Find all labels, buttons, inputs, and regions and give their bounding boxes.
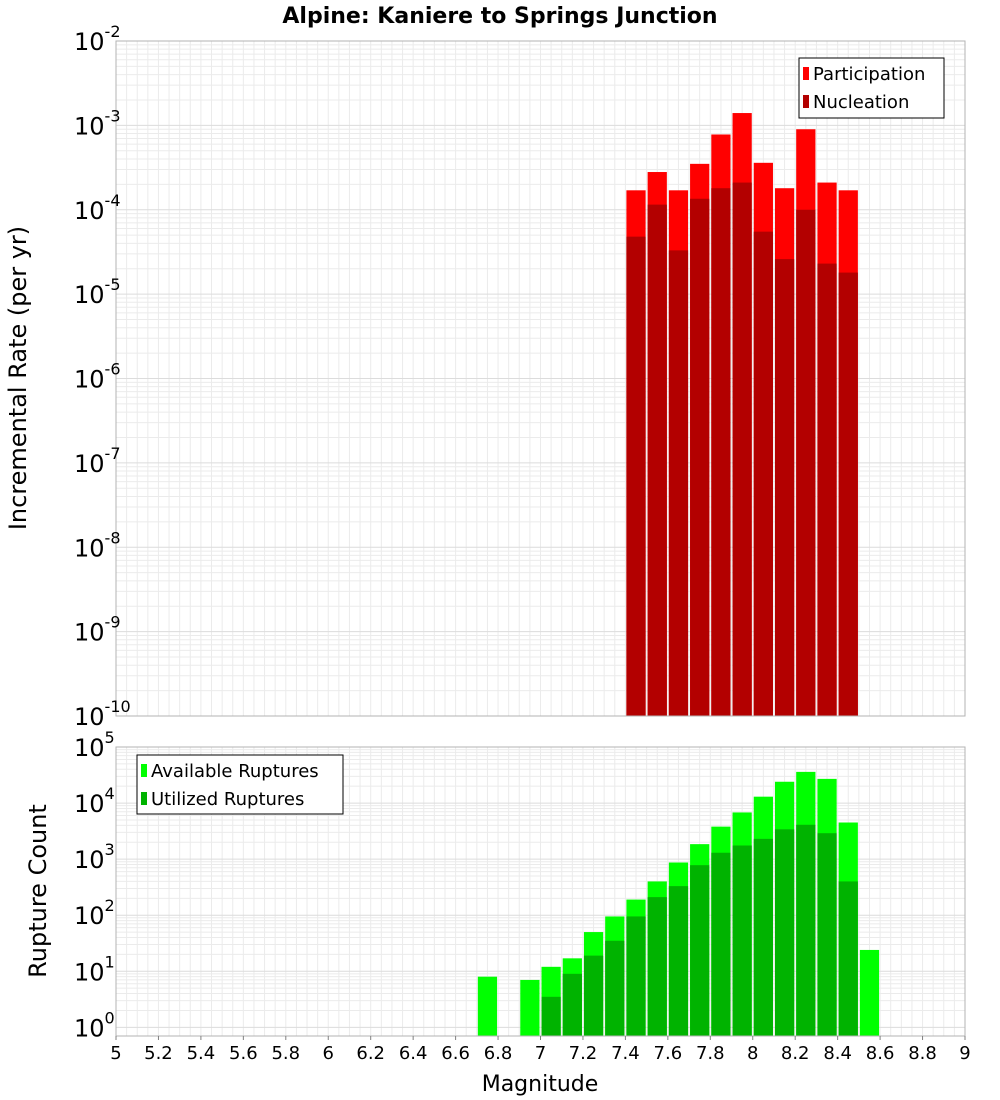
x-tick-label: 8.4	[823, 1043, 852, 1064]
bar-utilized-ruptures-1	[562, 973, 582, 1036]
bar-available-ruptures-1	[520, 979, 540, 1036]
y-tick-label: 105	[74, 728, 115, 762]
legend-swatch	[803, 95, 809, 108]
bar-nucleation-7	[774, 259, 795, 716]
x-tick-labels: 5 5.2 5.4 5.6 5.8 6 6.2 6.4 6.6 6.8 7 7.2 7.4 7.6 7.8 8…	[110, 1036, 971, 1064]
x-tick-label: 8.8	[908, 1043, 937, 1064]
bars	[477, 771, 880, 1036]
y-tick-labels: 10-10 10-9 10-8 10-7 10-6 10-5 10-4 10-3 10-2	[74, 22, 131, 731]
x-tick-label: 5.4	[187, 1043, 216, 1064]
x-tick-label: 9	[959, 1043, 970, 1064]
bar-available-ruptures-0	[477, 976, 498, 1036]
x-tick-label: 6.6	[441, 1043, 470, 1064]
legend-label: Utilized Ruptures	[151, 789, 304, 810]
legend: Participation Nucleation	[798, 57, 945, 119]
legend-swatch	[803, 67, 809, 80]
x-tick-label: 7.4	[611, 1043, 640, 1064]
rate-y-axis-label: Incremental Rate (per yr)	[4, 226, 32, 530]
y-tick-label: 103	[74, 840, 115, 874]
x-tick-label: 7	[535, 1043, 546, 1064]
y-tick-label: 10-10	[74, 697, 131, 731]
y-tick-label: 10-2	[74, 22, 121, 56]
bar-utilized-ruptures-0	[541, 996, 561, 1036]
y-tick-label: 10-7	[74, 444, 121, 478]
x-tick-label: 7.2	[569, 1043, 598, 1064]
bar-utilized-ruptures-2	[583, 955, 604, 1036]
x-tick-label: 7.6	[654, 1043, 683, 1064]
bars	[626, 113, 858, 717]
x-tick-label: 5	[110, 1043, 121, 1064]
bar-nucleation-10	[838, 272, 858, 716]
bar-nucleation-2	[668, 250, 689, 717]
y-tick-label: 10-4	[74, 191, 121, 225]
chart-title: Alpine: Kaniere to Springs Junction	[282, 4, 717, 29]
bar-nucleation-3	[690, 198, 710, 717]
bar-utilized-ruptures-13	[817, 833, 837, 1036]
x-tick-label: 6.8	[484, 1043, 513, 1064]
bar-available-ruptures-17	[859, 949, 880, 1036]
x-tick-label: 8	[747, 1043, 758, 1064]
y-tick-label: 104	[74, 784, 115, 818]
y-tick-label: 102	[74, 896, 115, 930]
y-tick-label: 10-6	[74, 360, 121, 394]
gridlines	[115, 747, 966, 1036]
bar-utilized-ruptures-9	[732, 845, 752, 1036]
y-tick-label: 100	[74, 1008, 115, 1042]
bar-utilized-ruptures-10	[753, 838, 773, 1036]
rate-plot: 10-10 10-9 10-8 10-7 10-6 10-5 10-4 10-3 10-2 Par…	[74, 22, 966, 731]
x-tick-label: 6.4	[399, 1043, 428, 1064]
bar-nucleation-1	[647, 204, 667, 717]
bar-nucleation-4	[711, 188, 731, 717]
bar-utilized-ruptures-14	[838, 881, 858, 1036]
legend-label: Participation	[813, 64, 925, 85]
legend-swatch	[141, 792, 147, 805]
y-tick-label: 10-5	[74, 275, 121, 309]
x-tick-label: 5.6	[229, 1043, 258, 1064]
bar-utilized-ruptures-7	[690, 865, 710, 1036]
bar-nucleation-0	[626, 236, 646, 716]
y-tick-label: 10-9	[74, 613, 121, 647]
bar-utilized-ruptures-12	[796, 824, 816, 1036]
x-tick-label: 5.8	[271, 1043, 300, 1064]
x-tick-label: 7.8	[696, 1043, 725, 1064]
rupture-count-plot: 100 101 102 103 104 105 5 5.2 5.4 5.6 5.8 6 6.2 6.4 6.…	[74, 728, 971, 1064]
legend-label: Available Ruptures	[151, 761, 319, 782]
y-tick-label: 10-8	[74, 528, 121, 562]
legend-swatch	[141, 764, 147, 777]
x-tick-label: 8.2	[781, 1043, 810, 1064]
x-tick-label: 5.2	[144, 1043, 173, 1064]
y-tick-label: 101	[74, 952, 115, 986]
x-tick-label: 6.2	[356, 1043, 385, 1064]
x-tick-label: 6	[323, 1043, 334, 1064]
legend-label: Nucleation	[813, 92, 909, 113]
legend-box	[798, 57, 945, 119]
x-axis-label: Magnitude	[482, 1072, 599, 1097]
legend: Available Ruptures Utilized Ruptures	[136, 754, 344, 815]
bar-utilized-ruptures-11	[774, 829, 795, 1036]
bar-nucleation-8	[796, 209, 816, 716]
bar-utilized-ruptures-3	[605, 940, 625, 1036]
x-tick-label: 8.6	[866, 1043, 895, 1064]
bar-utilized-ruptures-4	[626, 916, 646, 1036]
legend-box	[136, 754, 344, 815]
y-tick-labels: 100 101 102 103 104 105	[74, 728, 115, 1042]
plot-frame	[115, 40, 966, 717]
gridlines	[115, 41, 966, 717]
bar-nucleation-6	[753, 231, 773, 716]
bar-nucleation-5	[732, 182, 752, 716]
bar-utilized-ruptures-5	[647, 897, 667, 1036]
bar-utilized-ruptures-6	[668, 886, 689, 1036]
bar-utilized-ruptures-8	[711, 852, 731, 1036]
bar-nucleation-9	[817, 263, 837, 716]
count-y-axis-label: Rupture Count	[24, 804, 52, 978]
y-tick-label: 10-3	[74, 106, 121, 140]
